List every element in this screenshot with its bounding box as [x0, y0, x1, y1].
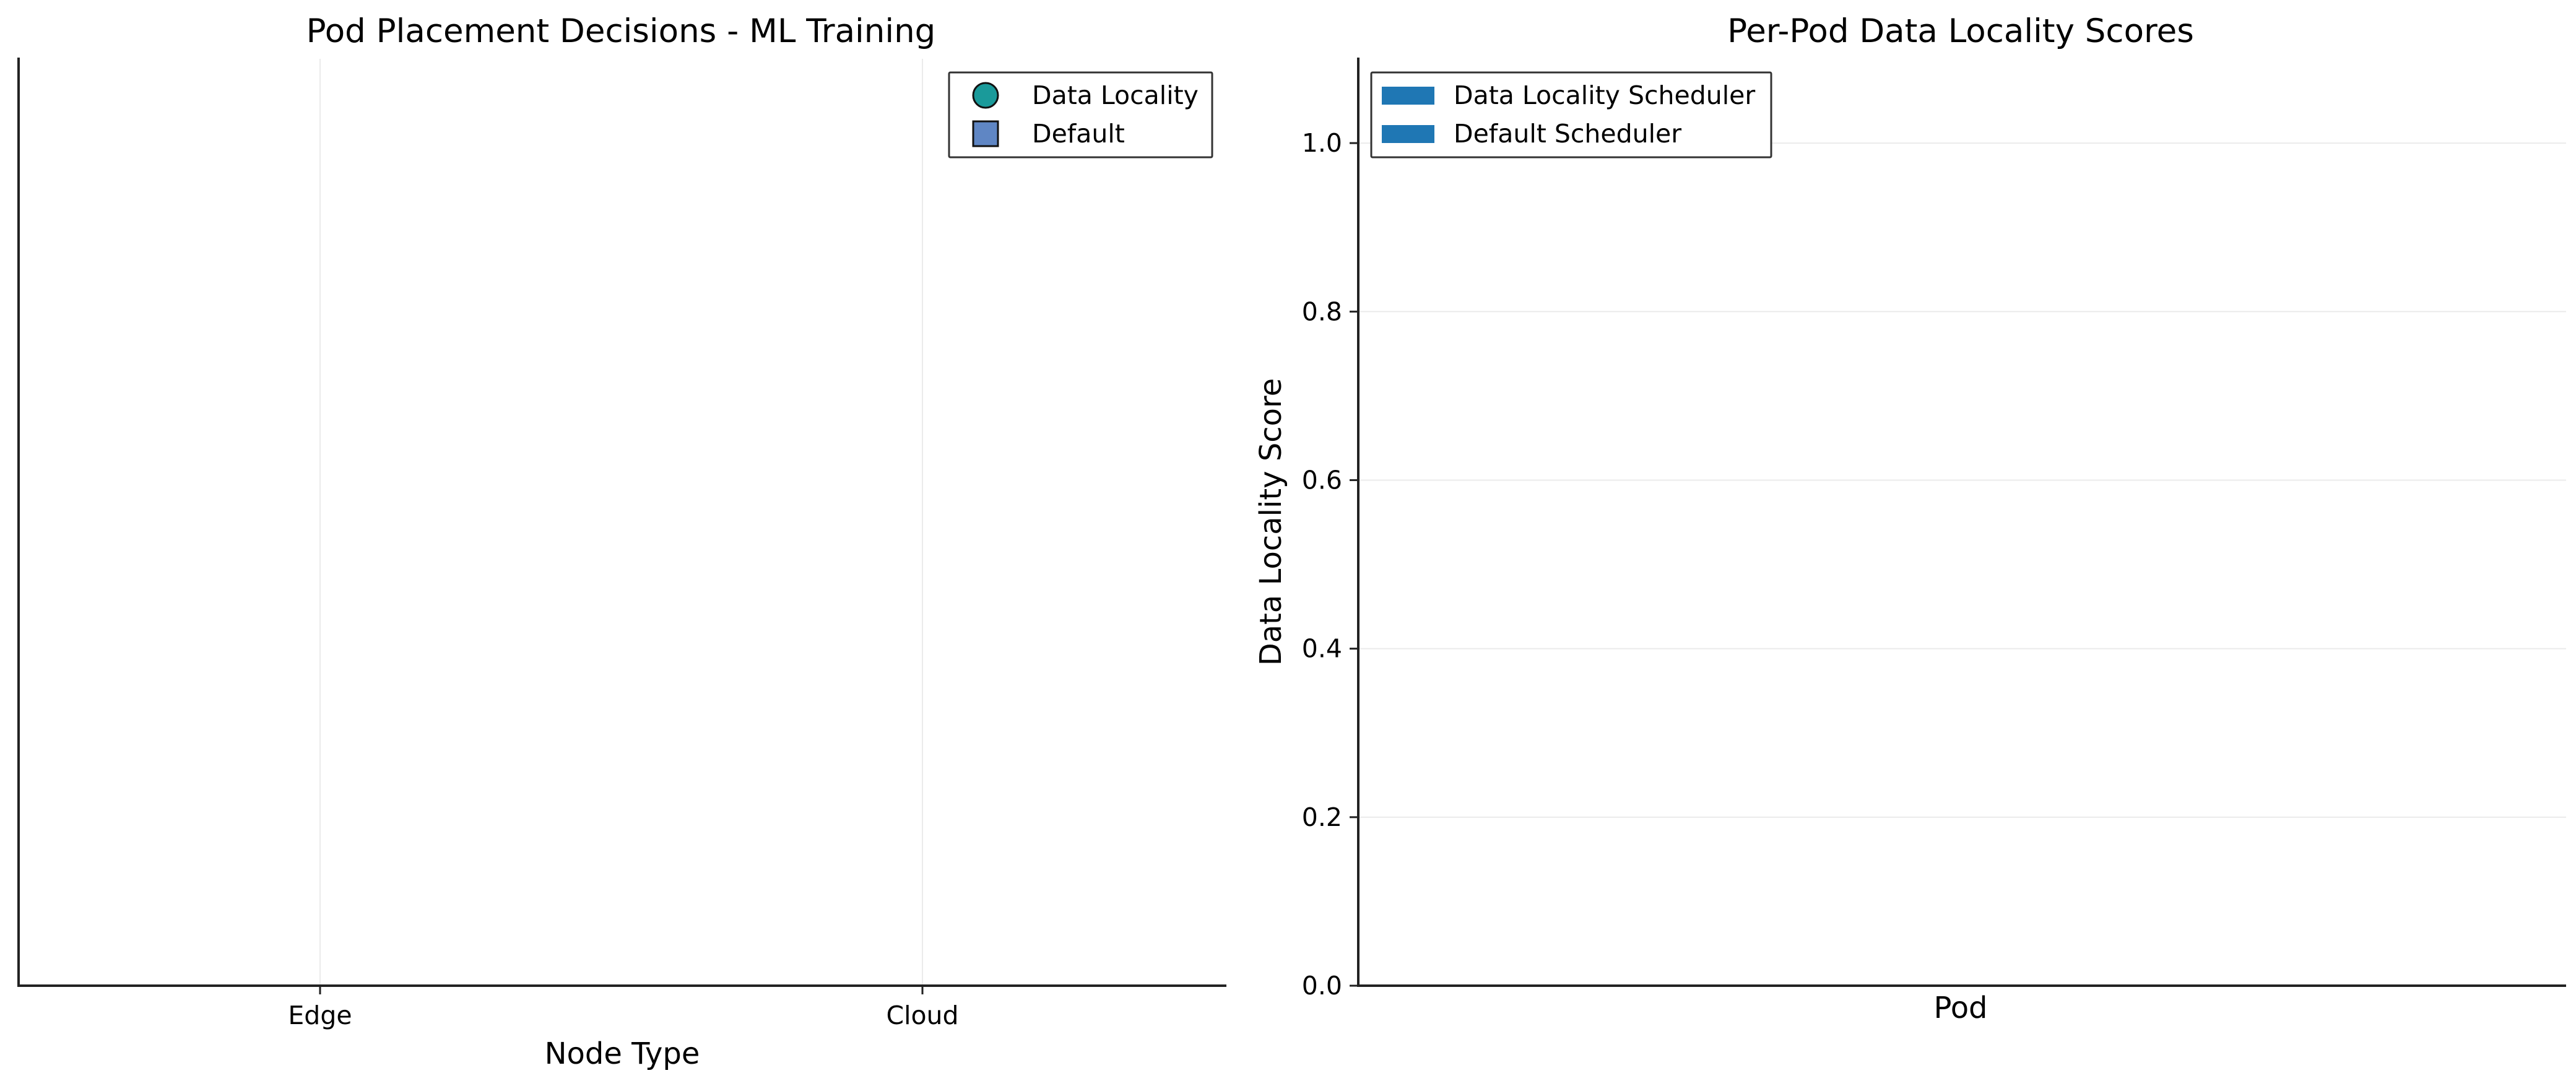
legend-circle-marker [972, 82, 999, 109]
y-grid [1358, 142, 2566, 818]
left-chart-title: Pod Placement Decisions - ML Training [306, 12, 936, 50]
right-y-axis-label: Data Locality Score [1254, 378, 1288, 666]
legend-label-default-scheduler: Default Scheduler [1454, 119, 1681, 149]
y-ticks: 0.0 0.2 0.4 0.6 0.8 1.0 [1302, 128, 1358, 1001]
legend-square-marker [972, 120, 999, 147]
y-tick-label: 1.0 [1302, 128, 1342, 158]
y-tick-label: 0.2 [1302, 802, 1342, 832]
pod-placement-chart: Pod Placement Decisions - ML Training Ed… [17, 12, 1226, 1071]
right-chart-title: Per-Pod Data Locality Scores [1727, 12, 2194, 50]
legend-swatch-data-locality-scheduler [1382, 87, 1434, 105]
y-tick-label: 0.6 [1302, 465, 1342, 495]
y-tick-label: 0.8 [1302, 297, 1342, 326]
left-x-axis-label: Node Type [545, 1036, 700, 1071]
x-tick-label-edge: Edge [288, 1001, 352, 1030]
legend-swatch-default-scheduler [1382, 125, 1434, 143]
y-tick-label: 0.4 [1302, 634, 1342, 664]
left-legend: Data Locality Default [948, 71, 1213, 159]
left-legend-box [948, 71, 1213, 159]
right-x-axis-label: Pod [1933, 991, 1987, 1025]
data-locality-scores-chart: Per-Pod Data Locality Scores 0.00.20.40.… [1254, 12, 2566, 1025]
y-tick-label: 0.0 [1302, 971, 1342, 1001]
x-tick-label-cloud: Cloud [886, 1001, 958, 1030]
legend-label-default: Default [1032, 119, 1125, 149]
right-legend: Data Locality Scheduler Default Schedule… [1370, 71, 1772, 159]
legend-label-data-locality-scheduler: Data Locality Scheduler [1454, 80, 1755, 110]
right-legend-box [1370, 71, 1772, 159]
legend-label-data-locality: Data Locality [1032, 80, 1199, 110]
